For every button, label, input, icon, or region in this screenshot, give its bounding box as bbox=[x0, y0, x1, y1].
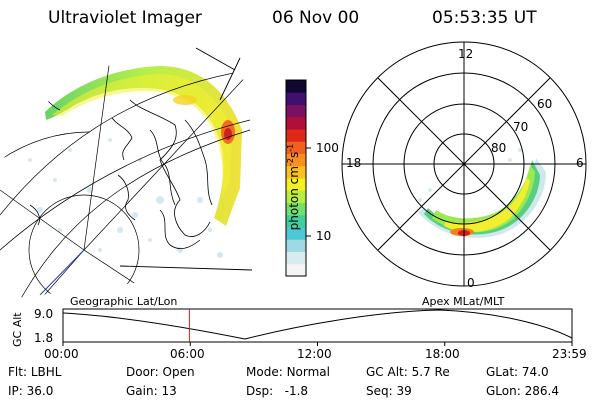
header-time: 05:53:35 UT bbox=[432, 8, 537, 28]
colorbar-tick-100: 100 bbox=[316, 141, 339, 155]
colorbar-swatch bbox=[286, 190, 306, 203]
colorbar-swatch bbox=[286, 227, 306, 240]
colorbar-tick-10: 10 bbox=[316, 229, 332, 243]
colorbar-unit-label: photon cm-2s-1 bbox=[286, 143, 301, 231]
mlat-label-60: 60 bbox=[537, 97, 553, 111]
colorbar-swatch bbox=[286, 92, 306, 105]
colorbar-swatch bbox=[286, 129, 306, 142]
colorbar-swatch bbox=[286, 178, 306, 191]
status-gain: Gain: 13 bbox=[126, 384, 177, 398]
status-seq: Seq: 39 bbox=[366, 384, 412, 398]
status-ip: IP: 36.0 bbox=[8, 384, 54, 398]
timeline-y-bottom: 1.8 bbox=[34, 331, 54, 345]
timeline-y-top: 9.0 bbox=[34, 307, 54, 321]
colorbar bbox=[285, 79, 311, 277]
colorbar-swatch bbox=[286, 214, 306, 228]
mlt-label-6: 6 bbox=[576, 156, 584, 170]
time-tick-3: 18:00 bbox=[425, 347, 460, 361]
header-date: 06 Nov 00 bbox=[272, 8, 360, 28]
geographic-image bbox=[0, 47, 253, 301]
colorbar-swatch bbox=[286, 251, 306, 265]
colorbar-swatch bbox=[286, 80, 306, 93]
geographic-title: Geographic Lat/Lon bbox=[70, 295, 178, 308]
time-tick-0: 00:00 bbox=[44, 347, 79, 361]
status-mode: Mode: Normal bbox=[246, 365, 330, 379]
status-flt: Flt: LBHL bbox=[8, 365, 62, 379]
timeline-panel bbox=[62, 308, 573, 346]
mlat-label-70: 70 bbox=[513, 120, 529, 134]
colorbar-swatch bbox=[286, 104, 306, 118]
mlt-label-18: 18 bbox=[346, 156, 362, 170]
status-glat: GLat: 74.0 bbox=[486, 365, 549, 379]
status-door: Door: Open bbox=[126, 365, 195, 379]
mlt-label-12: 12 bbox=[458, 47, 474, 61]
colorbar-swatch bbox=[286, 165, 306, 179]
time-tick-2: 12:00 bbox=[297, 347, 332, 361]
apex-title: Apex MLat/MLT bbox=[422, 295, 505, 308]
colorbar-swatch bbox=[286, 153, 306, 167]
app-title: Ultraviolet Imager bbox=[48, 8, 202, 28]
status-gc-alt: GC Alt: 5.7 Re bbox=[366, 365, 450, 379]
time-tick-4: 23:59 bbox=[552, 347, 587, 361]
colorbar-swatch bbox=[286, 116, 306, 130]
colorbar-swatch bbox=[286, 263, 306, 277]
colorbar-frame bbox=[285, 79, 307, 277]
time-tick-1: 06:00 bbox=[170, 347, 205, 361]
status-glon: GLon: 286.4 bbox=[486, 384, 559, 398]
status-dsp: Dsp: -1.8 bbox=[246, 384, 309, 398]
mlt-label-0: 0 bbox=[467, 276, 475, 290]
timeline-ylabel: GC Alt bbox=[11, 312, 24, 347]
colorbar-swatch bbox=[286, 239, 306, 252]
colorbar-swatch bbox=[286, 141, 306, 154]
colorbar-swatch bbox=[286, 202, 306, 216]
polar-plot bbox=[341, 41, 587, 287]
mlat-label-80: 80 bbox=[491, 141, 507, 155]
